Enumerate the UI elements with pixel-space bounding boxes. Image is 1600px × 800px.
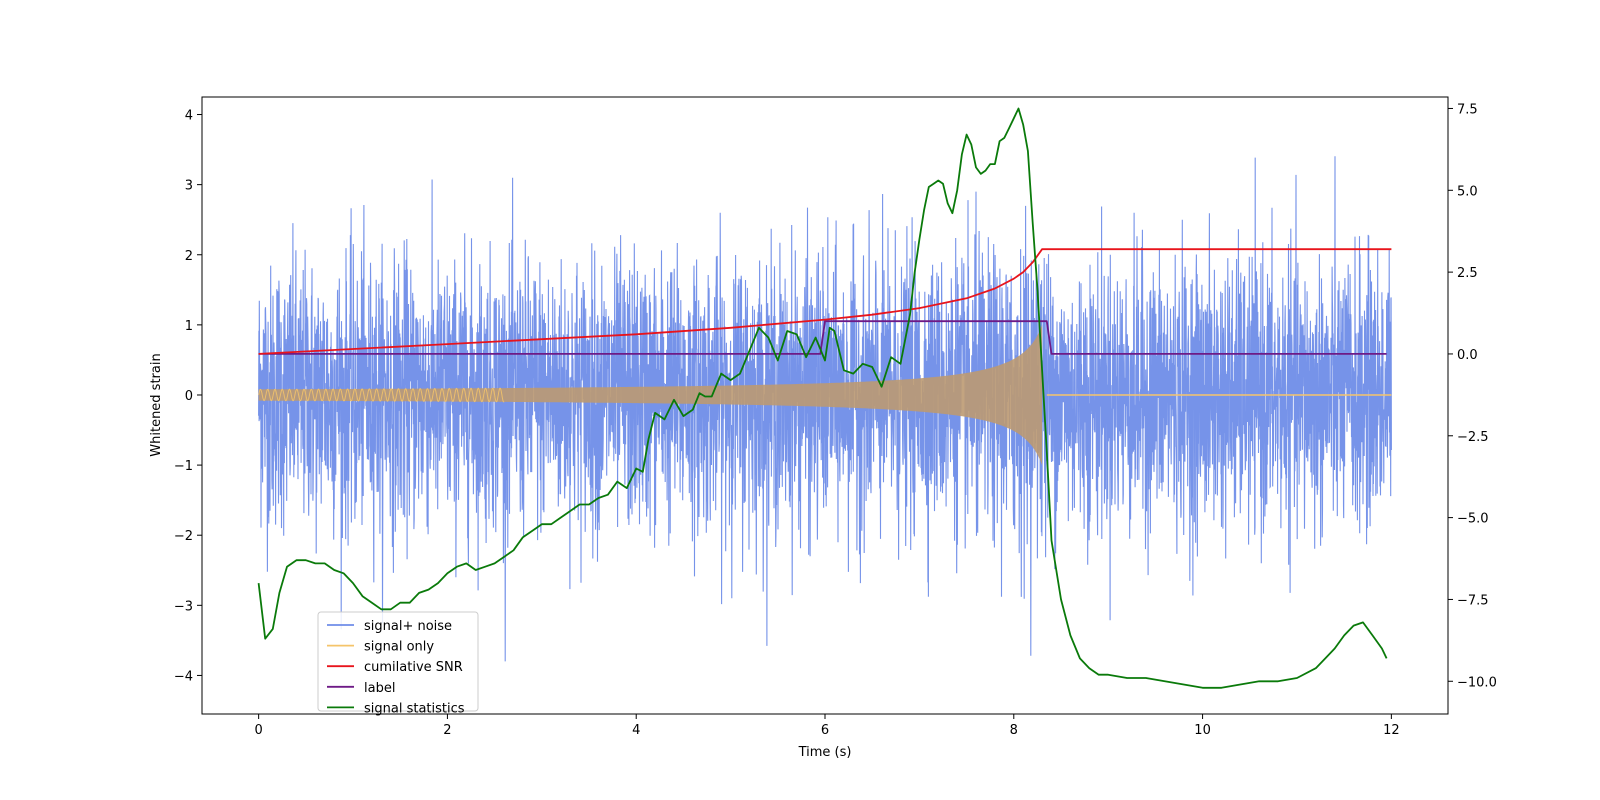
y-right-tick-label: −10.0	[1457, 675, 1497, 690]
legend-entry-label: label	[364, 681, 395, 696]
signal-noise-line	[258, 156, 1392, 662]
x-tick-label: 0	[254, 723, 262, 738]
y-right-tick-label: 5.0	[1457, 184, 1478, 199]
y-tick-label: 2	[185, 249, 193, 264]
y-tick-label: 4	[185, 109, 193, 124]
y-tick-label: 3	[185, 179, 193, 194]
x-tick-label: 8	[1010, 723, 1018, 738]
legend-entry-label: signal statistics	[364, 701, 465, 716]
legend-entry-label: signal only	[364, 640, 434, 655]
legend-entry-label: cumilative SNR	[364, 660, 463, 675]
legend-box	[317, 611, 479, 712]
y-axis-left-ticks: 4 3 2 1 0 −1 −2 −3 −4	[174, 109, 202, 684]
plot-series-layer	[257, 107, 1392, 689]
y-right-tick-label: 2.5	[1457, 266, 1478, 281]
y-tick-label: −2	[174, 529, 193, 544]
signal-only-oscillation	[258, 387, 505, 403]
y-tick-label: 1	[185, 319, 193, 334]
legend: signal+ noise signal only cumilative SNR la…	[317, 611, 479, 716]
x-tick-label: 2	[443, 723, 451, 738]
y-axis-label: Whitened strain	[149, 353, 164, 456]
x-tick-label: 6	[821, 723, 829, 738]
y-right-tick-label: −7.5	[1457, 593, 1489, 608]
signal-statistics-line	[257, 107, 1388, 689]
y-right-tick-label: −5.0	[1457, 512, 1489, 527]
x-tick-label: 4	[632, 723, 640, 738]
legend-entry-label: signal+ noise	[364, 619, 452, 634]
y-axis-right-ticks: 7.5 5.0 2.5 0.0 −2.5 −5.0 −7.5 −10.0	[1448, 102, 1497, 690]
y-tick-label: −4	[174, 669, 193, 684]
x-tick-label: 12	[1383, 723, 1400, 738]
y-tick-label: 0	[185, 389, 193, 404]
y-tick-label: −3	[174, 599, 193, 614]
y-right-tick-label: 0.0	[1457, 348, 1478, 363]
x-tick-label: 10	[1194, 723, 1211, 738]
x-axis-ticks: 0 2 4 6 8 10 12	[254, 714, 1400, 738]
y-right-tick-label: 7.5	[1457, 102, 1478, 117]
x-axis-label: Time (s)	[798, 745, 852, 760]
y-tick-label: −1	[174, 459, 193, 474]
y-right-tick-label: −2.5	[1457, 430, 1489, 445]
signal-envelope-fill	[258, 324, 1043, 466]
label-line	[258, 320, 1387, 355]
